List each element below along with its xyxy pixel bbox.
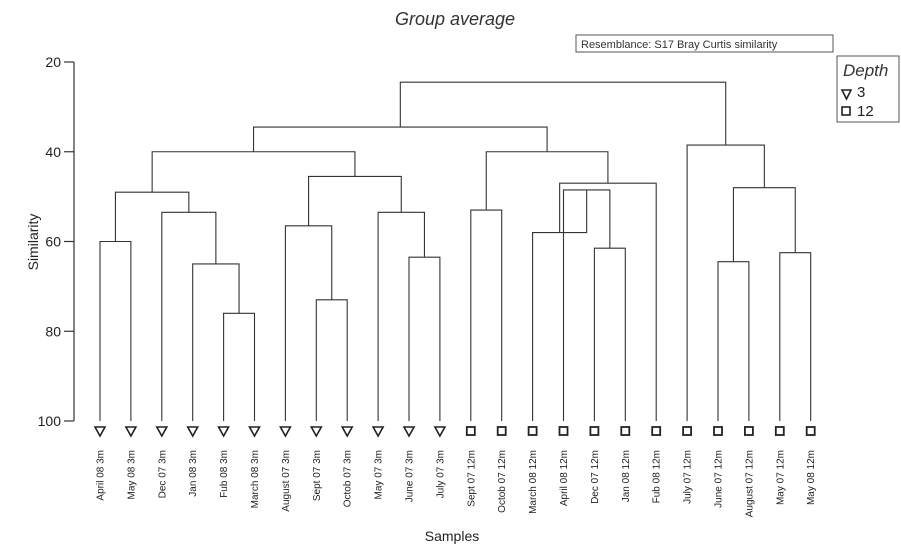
legend: Depth 3 12 (836, 55, 900, 123)
legend-label-3: 3 (857, 84, 865, 101)
dendrogram-link (470, 209, 503, 421)
annotation-text: Resemblance: S17 Bray Curtis similarity (581, 39, 778, 51)
square-marker-icon (774, 426, 785, 436)
sample-label: Jan 08 3m (188, 450, 199, 497)
sample-label: March 08 3m (250, 450, 261, 508)
sample-labels: April 08 3m May 08 3m Dec 07 3m Jan 08 3m Fu… (96, 450, 818, 517)
sample-label: May 07 12m (775, 450, 786, 505)
sample-label: July 07 3m (435, 450, 446, 498)
dendrogram-link (99, 240, 132, 421)
square-marker-icon (558, 426, 569, 436)
dendrogram-link (732, 187, 796, 262)
sample-label: August 07 3m (281, 450, 292, 512)
sample-markers (93, 426, 816, 438)
square-marker-icon (805, 426, 816, 436)
sample-label: May 07 3m (374, 450, 385, 499)
y-tick-label: 20 (45, 54, 61, 70)
legend-triangle-icon (840, 89, 853, 101)
y-axis-label: Similarity (25, 214, 41, 271)
triangle-down-marker-icon (124, 426, 138, 438)
square-marker-icon (465, 426, 476, 436)
y-tick-label: 80 (45, 323, 61, 339)
y-tick-label: 100 (38, 413, 62, 429)
chart-title: Group average (395, 9, 515, 29)
legend-square-icon (841, 106, 851, 116)
dendrogram-link (686, 144, 765, 421)
dendrogram-link (485, 151, 609, 211)
x-axis-label: Samples (425, 528, 479, 544)
annotation-box: Resemblance: S17 Bray Curtis similarity (575, 34, 834, 53)
y-tick-label: 40 (45, 144, 61, 160)
dendrogram-link (114, 191, 190, 242)
triangle-down-marker-icon (217, 426, 230, 438)
dendrogram-link (192, 263, 240, 421)
sample-label: Fub 08 3m (219, 450, 230, 498)
y-ticks: 20 40 60 80 100 (38, 54, 74, 429)
sample-label: June 07 3m (405, 450, 416, 502)
annotation-frame (575, 34, 834, 53)
sample-label: May 08 12m (806, 450, 817, 505)
y-tick-label: 60 (45, 234, 61, 250)
triangle-down-marker-icon (93, 426, 107, 438)
triangle-down-marker-icon (402, 426, 416, 438)
triangle-down-marker-icon (371, 426, 385, 438)
legend-label-12: 12 (857, 103, 874, 120)
triangle-down-marker-icon (309, 426, 323, 438)
square-marker-icon (682, 426, 692, 436)
dendrogram-link (593, 247, 626, 421)
triangle-down-marker-icon (279, 426, 292, 438)
square-marker-icon (651, 426, 662, 436)
sample-label: Dec 07 12m (590, 450, 601, 504)
square-marker-icon (589, 426, 600, 436)
legend-title: Depth (843, 61, 888, 80)
sample-label: Octob 07 12m (497, 450, 508, 513)
dendrogram-link (284, 225, 333, 421)
dendrogram-link (315, 299, 348, 421)
y-axis: 20 40 60 80 100 Similarity (25, 54, 75, 429)
triangle-down-marker-icon (340, 426, 354, 438)
square-marker-icon (620, 426, 631, 436)
dendrogram-link (408, 256, 441, 421)
sample-label: July 07 12m (683, 450, 694, 504)
triangle-down-marker-icon (155, 426, 169, 438)
sample-label: Jan 08 12m (621, 450, 632, 502)
dendrogram-links (99, 81, 812, 421)
dendrogram-link (223, 312, 256, 421)
dendrogram-link (717, 261, 750, 421)
triangle-down-marker-icon (186, 426, 200, 438)
dendrogram-link (308, 175, 402, 226)
square-marker-icon (744, 426, 754, 436)
sample-label: Fub 08 12m (652, 450, 663, 503)
sample-label: Dec 07 3m (157, 450, 168, 498)
square-marker-icon (527, 426, 538, 436)
square-marker-icon (496, 426, 507, 436)
triangle-down-marker-icon (433, 426, 447, 438)
legend-frame (836, 55, 900, 123)
square-marker-icon (713, 426, 723, 436)
sample-label: May 08 3m (126, 450, 137, 499)
dendrogram-link (377, 211, 425, 421)
sample-label: March 08 12m (528, 450, 539, 514)
dendrogram-link (779, 252, 812, 421)
sample-label: April 08 12m (559, 450, 570, 506)
dendrogram-link (559, 182, 657, 421)
sample-label: Sept 07 3m (312, 450, 323, 501)
sample-label: June 07 12m (714, 450, 725, 508)
sample-label: August 07 12m (744, 450, 755, 517)
dendrogram-link (252, 126, 548, 152)
sample-label: April 08 3m (96, 450, 107, 501)
sample-label: Octob 07 3m (343, 450, 354, 507)
sample-label: Sept 07 12m (466, 450, 477, 507)
dendrogram-link (399, 81, 727, 146)
triangle-down-marker-icon (248, 426, 261, 438)
dendrogram-link (151, 151, 356, 193)
dendrogram-link (161, 211, 217, 421)
